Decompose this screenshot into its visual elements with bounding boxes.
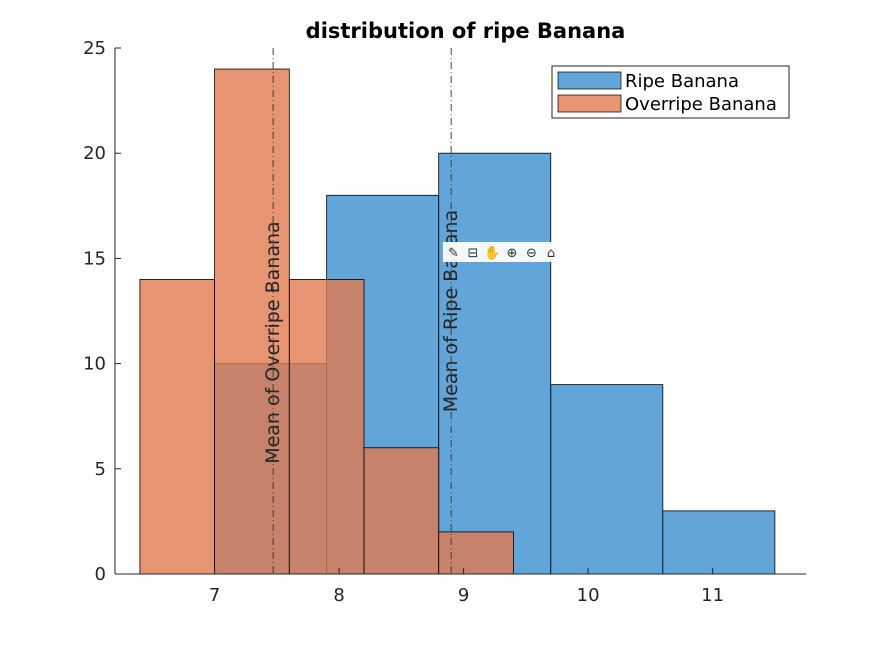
x-tick-label: 7: [209, 585, 220, 606]
datatip-icon-glyph: ⊟: [468, 246, 479, 261]
axes-layer: 7 8 9 10 11 0 5 10 15 20 25: [83, 38, 806, 606]
x-tick-label: 9: [458, 585, 469, 606]
legend-label: Overripe Banana: [625, 94, 777, 115]
legend-swatch: [557, 94, 622, 113]
bar-overripe-4: [438, 531, 514, 575]
y-tick-label: 0: [95, 564, 106, 585]
pan-icon-glyph: ✋: [484, 245, 500, 261]
legend-swatch: [557, 71, 622, 90]
y-tick-label: 5: [95, 459, 106, 480]
bar-ripe-4: [662, 510, 776, 575]
bar-overripe-0: [139, 279, 216, 575]
x-tick-label: 8: [333, 585, 344, 606]
home-icon[interactable]: ⌂: [543, 244, 560, 261]
legend-label: Ripe Banana: [625, 71, 739, 92]
zoom-in-icon-glyph: ⊕: [507, 246, 518, 261]
bar-ripe-3: [550, 384, 664, 575]
bar-overripe-1: [214, 68, 290, 575]
zoom-out-icon[interactable]: ⊖: [523, 244, 540, 261]
bar-ripe-2: [438, 152, 552, 575]
y-tick-label: 20: [83, 143, 106, 164]
toolbar-background: [443, 242, 563, 262]
zoom-in-icon[interactable]: ⊕: [504, 244, 521, 261]
brush-icon-glyph: ✎: [448, 246, 459, 261]
brush-icon[interactable]: ✎: [445, 244, 462, 261]
annotation-1: Mean of Ripe Banana: [440, 210, 462, 412]
y-tick-label: 10: [83, 354, 106, 375]
annotation-0: Mean of Overripe Banana: [262, 221, 284, 463]
zoom-out-icon-glyph: ⊖: [526, 246, 537, 261]
bar-overripe-2: [288, 279, 365, 575]
pan-icon[interactable]: ✋: [484, 244, 501, 261]
axes-toolbar[interactable]: ✎ ⊟ ✋ ⊕ ⊖ ⌂: [443, 242, 563, 262]
bar-overripe-3: [363, 447, 440, 575]
mean-lines-layer: [272, 48, 452, 574]
x-tick-label: 10: [577, 585, 600, 606]
y-tick-label: 15: [83, 248, 106, 269]
datatip-icon[interactable]: ⊟: [465, 244, 482, 261]
y-tick-label: 25: [83, 38, 106, 59]
bars-layer: [139, 68, 776, 575]
chart-title: distribution of ripe Banana: [306, 19, 626, 43]
x-tick-label: 11: [701, 585, 724, 606]
home-icon-glyph: ⌂: [547, 246, 555, 261]
